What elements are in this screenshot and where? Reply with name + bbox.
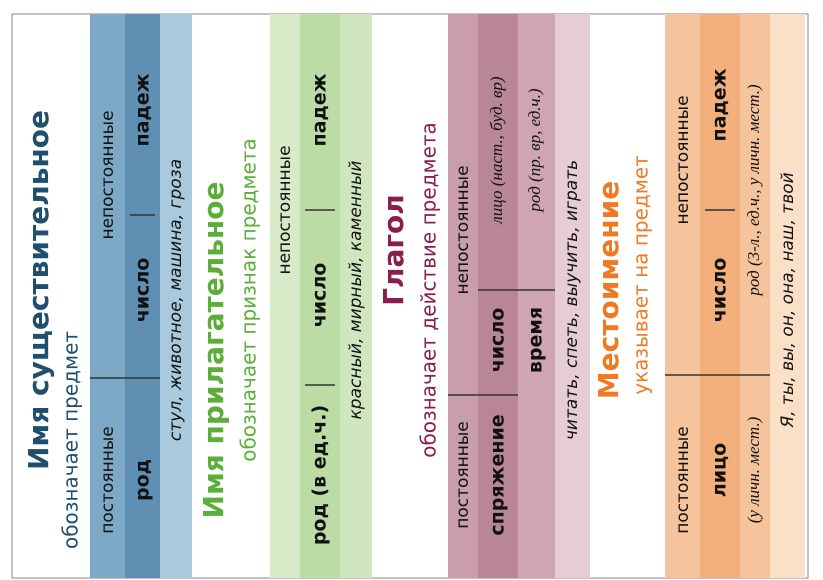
strip <box>555 14 590 578</box>
strip <box>270 14 300 578</box>
feature: число <box>487 308 509 373</box>
strip <box>448 14 478 578</box>
strip <box>478 14 518 578</box>
label: постоянные <box>98 426 118 534</box>
feature: число <box>132 258 154 323</box>
strip <box>90 14 125 578</box>
subtitle: указывает на предмет <box>629 155 653 395</box>
title: Имя прилагательное <box>197 182 230 519</box>
title: Глагол <box>377 194 410 306</box>
feature: спряжение <box>487 414 509 535</box>
strip <box>125 14 160 578</box>
strip <box>518 14 555 578</box>
feature: падеж <box>309 73 331 146</box>
strip <box>160 14 192 578</box>
feature: число <box>709 258 731 323</box>
feature: (у личн. мест.) <box>744 416 763 523</box>
feature: род <box>132 459 154 501</box>
feature: род (3-л., ед.ч., у личн. мест.) <box>744 84 763 297</box>
feature: время <box>525 307 547 373</box>
label: постоянные <box>673 426 693 534</box>
subtitle: обозначает признак предмета <box>237 138 261 462</box>
feature: лицо (наст., буд. вр) <box>487 76 506 225</box>
title: Местоимение <box>592 181 625 399</box>
feature: падеж <box>709 68 731 141</box>
feature: число <box>309 263 331 328</box>
title: Имя существительное <box>22 110 55 470</box>
example: Я, ты, вы, он, она, наш, твой <box>778 172 798 428</box>
strip <box>665 14 700 578</box>
strip <box>340 14 372 578</box>
label: непостоянные <box>673 95 693 224</box>
label: непостоянные <box>275 145 295 274</box>
strip <box>770 14 805 578</box>
feature: падеж <box>132 73 154 146</box>
example: читать, спеть, выучить, играть <box>562 160 582 440</box>
example: красный, мирный, каменный <box>346 161 366 420</box>
feature: род (пр. вр, ед.ч.) <box>525 88 544 212</box>
feature: род (в ед.ч.) <box>309 405 331 545</box>
example: стул, животное, машина, гроза <box>166 159 186 441</box>
label: постоянные <box>453 421 473 529</box>
feature: лицо <box>709 443 731 497</box>
strip <box>700 14 740 578</box>
strip <box>300 14 340 578</box>
subtitle: обозначает действие предмета <box>417 122 441 458</box>
strip <box>740 14 770 578</box>
label: непостоянные <box>98 110 118 239</box>
label: непостоянные <box>453 165 473 294</box>
subtitle: обозначает предмет <box>59 331 83 549</box>
